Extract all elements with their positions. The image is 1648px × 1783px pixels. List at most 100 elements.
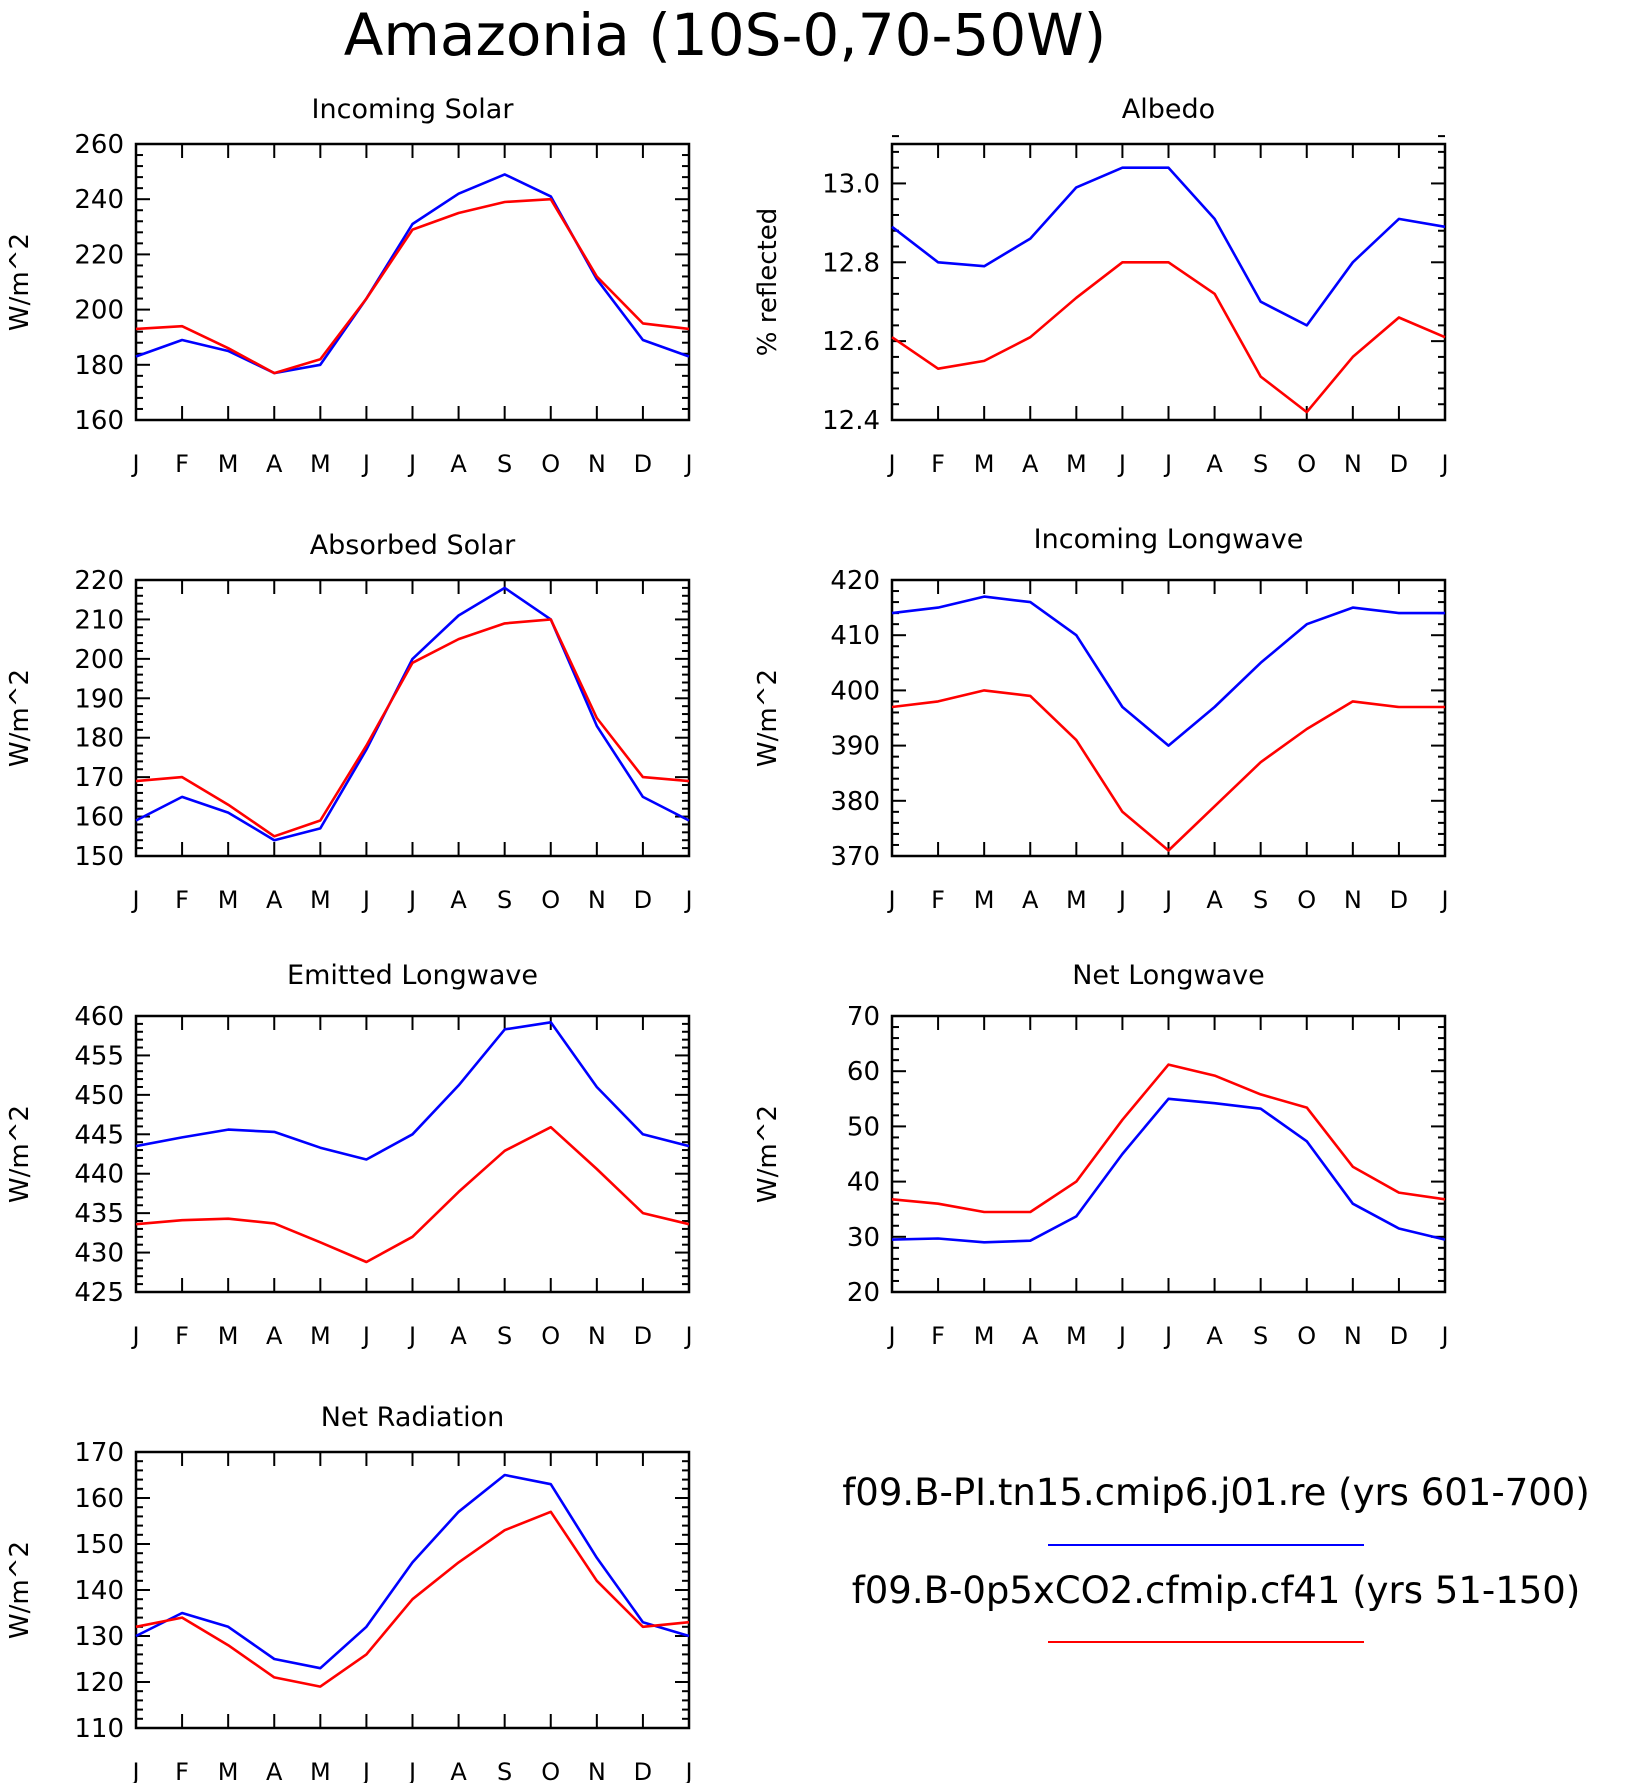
y-axis-label: W/m^2 [5, 233, 35, 331]
y-tick-label: 170 [74, 1438, 124, 1468]
x-tick-label: D [1390, 1322, 1408, 1350]
x-tick-label: M [974, 450, 995, 478]
y-tick-label: 140 [74, 1576, 124, 1606]
y-tick-label: 200 [74, 645, 124, 675]
y-tick-label: 440 [74, 1160, 124, 1190]
y-tick-label: 12.4 [822, 406, 880, 436]
x-tick-label: M [310, 886, 331, 914]
x-tick-label: J [361, 1758, 370, 1783]
x-tick-label: D [1390, 450, 1408, 478]
y-tick-label: 160 [74, 803, 124, 833]
series-line-1 [891, 689, 1445, 852]
x-tick-label: J [1163, 1322, 1172, 1350]
y-tick-label: 390 [830, 732, 880, 762]
x-tick-label: J [361, 886, 370, 914]
y-tick-label: 450 [74, 1081, 124, 1111]
y-tick-label: 60 [847, 1057, 880, 1087]
x-tick-label: A [450, 450, 467, 478]
x-tick-label: S [1253, 1322, 1268, 1350]
x-tick-label: J [1163, 450, 1172, 478]
y-tick-label: 130 [74, 1622, 124, 1652]
panel-title: Absorbed Solar [310, 530, 516, 561]
x-tick-label: F [931, 886, 945, 914]
y-tick-label: 460 [74, 1002, 124, 1032]
x-tick-label: D [634, 1758, 652, 1783]
series-line-1 [135, 1125, 690, 1264]
panel-title: Albedo [1122, 94, 1215, 125]
x-tick-label: J [361, 450, 370, 478]
legend-entry-0-label: f09.B-PI.tn15.cmip6.j01.re (yrs 601-700) [842, 1471, 1590, 1514]
series-line-0 [891, 595, 1445, 747]
x-tick-label: M [310, 450, 331, 478]
x-tick-label: D [634, 886, 652, 914]
x-tick-label: M [974, 1322, 995, 1350]
y-axis-label: W/m^2 [5, 1541, 35, 1639]
y-tick-label: 12.8 [822, 248, 880, 278]
y-tick-label: 220 [74, 240, 124, 270]
x-tick-label: M [974, 886, 995, 914]
x-tick-label: J [886, 886, 895, 914]
x-tick-label: M [1066, 450, 1087, 478]
y-axis-label: W/m^2 [5, 1105, 35, 1203]
panels: Incoming Solar W/m^2 160 180 200 220 240 260 J F M… [5, 94, 1449, 1783]
x-tick-label: J [130, 886, 139, 914]
x-tick-label: J [1117, 1322, 1126, 1350]
x-tick-label: J [407, 1758, 416, 1783]
y-tick-label: 410 [830, 621, 880, 651]
x-tick-label: M [1066, 886, 1087, 914]
x-tick-label: M [1066, 1322, 1087, 1350]
x-tick-label: F [175, 450, 189, 478]
x-tick-label: O [541, 1758, 560, 1783]
x-tick-label: S [497, 1322, 512, 1350]
y-tick-label: 400 [830, 676, 880, 706]
x-tick-label: M [310, 1758, 331, 1783]
x-tick-label: M [218, 886, 239, 914]
panel-6: Net Radiation W/m^2 110 120 130 140 150 160 170 J… [5, 1402, 693, 1783]
figure-title: Amazonia (10S-0,70-50W) [344, 1, 1107, 69]
x-tick-label: F [175, 886, 189, 914]
y-tick-label: 455 [74, 1041, 124, 1071]
legend: f09.B-PI.tn15.cmip6.j01.re (yrs 601-700)… [842, 1471, 1590, 1643]
x-tick-label: A [266, 450, 283, 478]
x-tick-label: J [1439, 450, 1448, 478]
series-line-1 [135, 197, 690, 375]
y-tick-label: 20 [847, 1278, 880, 1308]
x-tick-label: M [218, 1322, 239, 1350]
x-tick-label: J [1117, 886, 1126, 914]
x-tick-label: N [588, 1758, 606, 1783]
x-tick-label: N [588, 886, 606, 914]
y-tick-label: 12.6 [822, 327, 880, 357]
panel-2: Absorbed Solar W/m^2 150 160 170 180 190 200 210… [5, 530, 693, 914]
x-tick-label: J [886, 1322, 895, 1350]
y-tick-label: 30 [847, 1223, 880, 1253]
x-tick-label: F [931, 450, 945, 478]
x-tick-label: J [683, 450, 692, 478]
y-tick-label: 260 [74, 130, 124, 160]
x-tick-label: M [310, 1322, 331, 1350]
y-tick-label: 370 [830, 842, 880, 872]
x-tick-label: N [1344, 886, 1362, 914]
y-tick-label: 435 [74, 1199, 124, 1229]
y-tick-label: 50 [847, 1112, 880, 1142]
series-line-1 [891, 1063, 1446, 1214]
y-tick-label: 425 [74, 1278, 124, 1308]
y-tick-label: 220 [74, 566, 124, 596]
x-tick-label: A [1022, 1322, 1039, 1350]
x-tick-label: J [361, 1322, 370, 1350]
x-tick-label: J [130, 1758, 139, 1783]
x-tick-label: J [1117, 450, 1126, 478]
panel-3: Incoming Longwave W/m^2 370 380 390 400 410 420… [753, 524, 1449, 914]
x-tick-label: J [683, 1322, 692, 1350]
series-line-0 [135, 173, 690, 375]
x-tick-label: J [683, 886, 692, 914]
y-tick-label: 240 [74, 185, 124, 215]
x-tick-label: A [450, 1758, 467, 1783]
x-tick-label: F [931, 1322, 945, 1350]
y-tick-label: 150 [74, 842, 124, 872]
x-tick-label: M [218, 450, 239, 478]
x-tick-label: F [175, 1322, 189, 1350]
series-line-0 [135, 586, 690, 842]
panel-title: Net Radiation [321, 1402, 505, 1433]
